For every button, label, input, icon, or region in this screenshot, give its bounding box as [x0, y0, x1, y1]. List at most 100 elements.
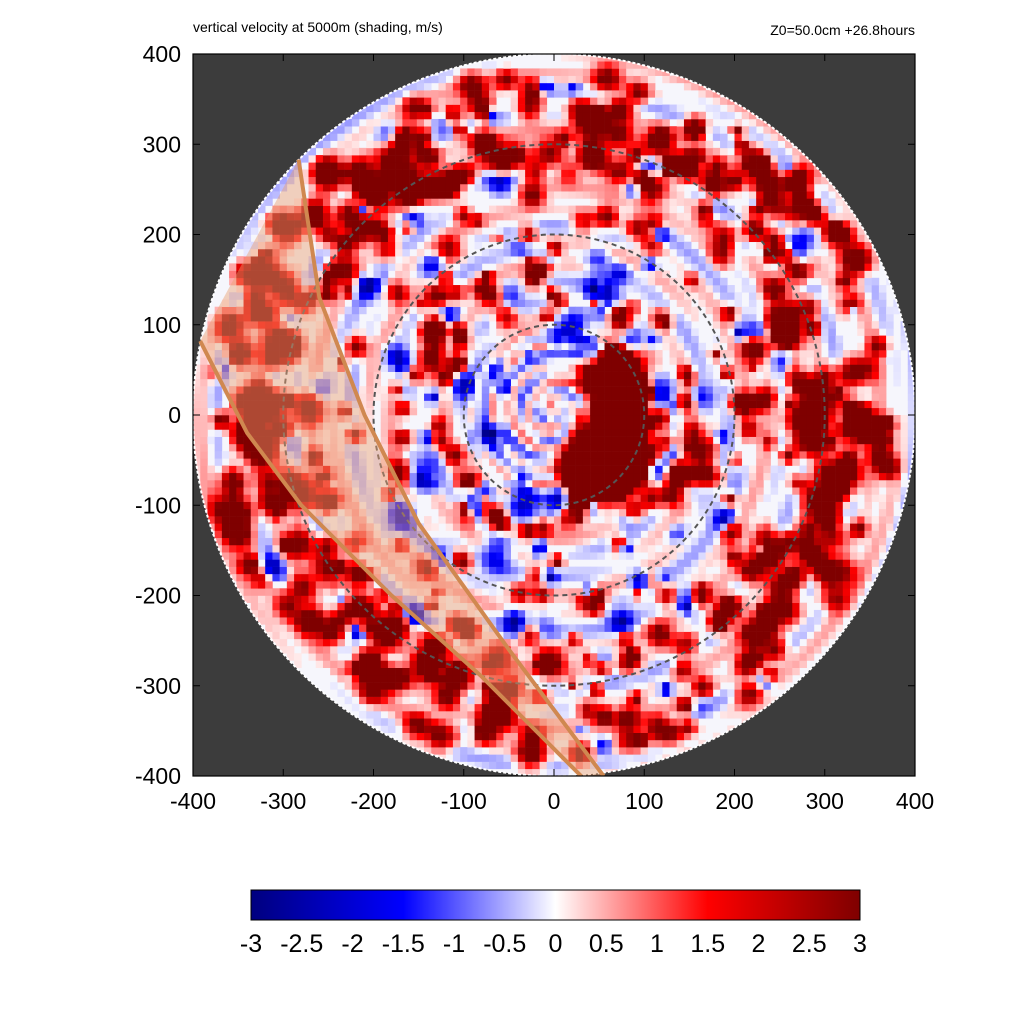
- field-cell: [575, 761, 584, 770]
- field-cell: [438, 465, 446, 474]
- field-cell: [647, 559, 656, 567]
- field-cell: [633, 126, 641, 134]
- field-cell: [481, 653, 490, 661]
- field-cell: [662, 487, 670, 495]
- field-cell: [503, 61, 511, 69]
- field-cell: [366, 292, 374, 300]
- field-cell: [366, 479, 374, 488]
- field-cell: [517, 653, 526, 661]
- field-cell: [539, 703, 548, 712]
- field-cell: [597, 393, 605, 401]
- field-cell: [431, 393, 439, 401]
- field-cell: [669, 544, 678, 553]
- field-cell: [568, 609, 576, 618]
- field-cell: [503, 299, 511, 307]
- field-cell: [655, 68, 663, 76]
- field-cell: [294, 537, 302, 546]
- field-cell: [561, 256, 569, 264]
- field-cell: [633, 436, 641, 445]
- field-cell: [344, 501, 353, 510]
- field-cell: [438, 573, 446, 582]
- field-cell: [460, 617, 468, 625]
- field-cell: [445, 68, 454, 76]
- field-cell: [250, 544, 259, 553]
- field-cell: [452, 754, 461, 762]
- field-cell: [395, 321, 403, 329]
- field-cell: [525, 436, 533, 445]
- field-cell: [279, 176, 288, 185]
- field-cell: [517, 133, 526, 141]
- field-cell: [474, 104, 483, 113]
- field-cell: [315, 169, 324, 178]
- field-cell: [517, 111, 526, 120]
- field-cell: [416, 451, 425, 459]
- field-cell: [445, 227, 454, 235]
- field-cell: [496, 754, 504, 762]
- field-cell: [236, 465, 244, 474]
- field-cell: [279, 212, 288, 221]
- field-cell: [597, 140, 605, 149]
- field-cell: [575, 631, 584, 640]
- field-cell: [532, 429, 540, 437]
- field-cell: [366, 335, 374, 344]
- field-cell: [662, 581, 670, 589]
- field-cell: [409, 82, 418, 91]
- field-cell: [597, 732, 605, 741]
- field-cell: [452, 747, 461, 755]
- field-cell: [561, 220, 569, 228]
- field-cell: [575, 400, 584, 409]
- field-cell: [445, 299, 454, 307]
- field-cell: [221, 335, 230, 344]
- field-cell: [294, 581, 302, 589]
- field-cell: [633, 725, 641, 733]
- field-cell: [489, 711, 497, 719]
- field-cell: [481, 436, 490, 445]
- field-cell: [366, 220, 374, 228]
- field-cell: [294, 436, 302, 445]
- field-cell: [214, 508, 223, 517]
- field-cell: [409, 703, 418, 712]
- field-cell: [337, 133, 345, 141]
- field-cell: [431, 104, 439, 113]
- field-cell: [445, 617, 454, 625]
- field-cell: [431, 227, 439, 235]
- field-cell: [351, 443, 360, 452]
- field-cell: [525, 118, 533, 127]
- field-cell: [503, 487, 511, 495]
- field-cell: [359, 588, 367, 596]
- field-cell: [546, 126, 555, 134]
- field-cell: [445, 335, 454, 344]
- field-cell: [496, 133, 504, 141]
- field-cell: [395, 696, 403, 705]
- field-cell: [460, 703, 468, 712]
- field-cell: [582, 581, 591, 589]
- field-cell: [366, 256, 374, 264]
- field-cell: [416, 357, 425, 365]
- field-cell: [265, 393, 273, 401]
- field-cell: [568, 653, 576, 661]
- field-cell: [474, 718, 483, 726]
- field-cell: [322, 220, 331, 228]
- field-cell: [597, 378, 605, 387]
- field-cell: [467, 155, 475, 163]
- field-cell: [532, 277, 540, 286]
- field-cell: [489, 667, 497, 676]
- field-cell: [662, 696, 670, 705]
- field-cell: [265, 212, 273, 221]
- field-cell: [633, 487, 641, 495]
- field-cell: [402, 212, 410, 221]
- field-cell: [503, 653, 511, 661]
- field-cell: [611, 270, 620, 279]
- field-cell: [481, 602, 490, 611]
- field-cell: [467, 306, 475, 315]
- field-cell: [286, 458, 295, 466]
- field-cell: [402, 393, 410, 401]
- field-cell: [582, 436, 591, 445]
- field-cell: [517, 523, 526, 531]
- field-cell: [236, 378, 244, 387]
- field-cell: [510, 176, 519, 185]
- field-cell: [207, 350, 215, 358]
- field-cell: [409, 126, 418, 134]
- field-cell: [452, 227, 461, 235]
- field-cell: [510, 350, 519, 358]
